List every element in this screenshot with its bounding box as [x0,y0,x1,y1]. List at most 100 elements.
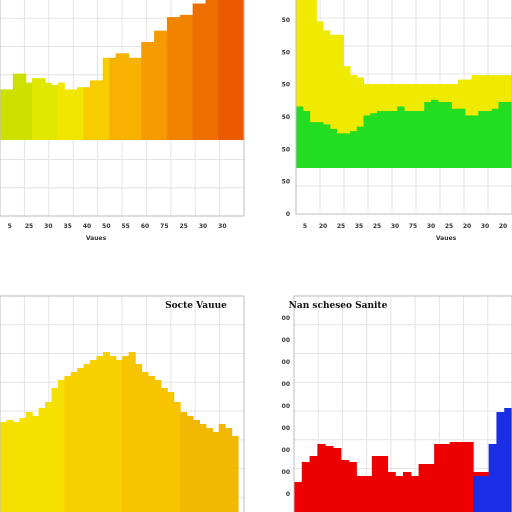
bar [51,84,59,140]
bar-0 [336,133,344,168]
bar-0 [449,442,459,512]
x-tick-label: 30 [199,223,207,230]
bar [154,380,162,512]
y-tick-label: 50 [282,49,290,56]
x-axis-label: Vaues [436,235,457,242]
bar-0 [370,113,378,168]
bar-0 [464,115,473,168]
bar [64,89,72,140]
bar-0 [296,106,304,168]
bar-0 [325,446,334,512]
panel-top-right-chart: 5 20 25 35 25 30 75 30 25 20 30 20 0 50 50 50 50 50 50 Va… [282,0,512,242]
plot-frame [295,0,512,215]
bar [44,82,52,140]
x-axis-label: Vaues [86,235,107,242]
bar [109,57,117,140]
bar-1 [302,0,311,168]
bar [57,380,65,512]
bar [115,53,123,140]
bar [166,17,174,140]
bar [147,41,155,141]
bar-0 [294,482,303,512]
bar [180,412,188,512]
x-tick-label: 75 [160,223,168,230]
bar-0 [340,460,350,512]
x-tick-label: 5 [303,223,307,230]
bar [192,420,201,512]
bar-1 [356,77,365,168]
bar-0 [356,476,365,512]
y-tick-label: 50 [282,82,290,89]
bar [231,436,239,512]
bar [128,57,136,140]
bar [135,364,143,512]
x-tick-label: 75 [409,223,417,230]
bar [205,428,213,512]
bar [70,372,78,512]
bar-0 [444,102,452,168]
bar [45,402,53,512]
y-tick-label: 00 [282,359,290,366]
y-tick-labels: 0 50 50 50 50 50 50 [282,17,290,218]
bar-0 [379,456,389,512]
x-tick-label: 25 [179,223,187,230]
bar-0 [390,110,398,168]
bar-0 [458,108,466,168]
bar-0 [387,472,396,512]
y-tick-label: 0 [286,211,290,218]
bar [134,57,142,140]
panel-bottom-left-chart: Socte Vauue [0,295,245,512]
bar [186,416,194,512]
bar-0 [478,110,486,168]
plot-frame [0,295,245,512]
bar-1 [296,0,304,169]
bar [122,53,130,140]
bar-1 [343,66,351,168]
y-tick-label: 50 [282,17,290,24]
bar [19,73,27,140]
bar-1 [488,444,498,512]
bar-0 [465,442,474,512]
y-tick-label: 50 [282,146,290,153]
bar [199,3,207,141]
bar [128,352,136,512]
bar-1 [309,0,317,168]
bar-0 [437,102,446,168]
bars [294,408,512,512]
bar-0 [457,442,466,512]
bar [205,0,213,140]
x-tick-label: 25 [373,223,381,230]
bar [224,0,232,140]
x-tick-labels: 5 20 25 35 25 30 75 30 25 20 30 20 [303,223,507,230]
bar-0 [418,464,427,512]
bar-0 [431,99,439,168]
bar-0 [498,102,506,168]
plot-frame [293,295,512,512]
bar-0 [309,122,317,168]
panel-top-left-chart: 5 25 30 35 40 50 55 60 75 25 30 30 Vaues [0,0,245,242]
y-tick-label: 00 [282,381,290,388]
bar [225,428,233,512]
x-tick-label: 30 [44,223,52,230]
bar [211,0,219,140]
bar-0 [377,110,385,168]
x-tick-label: 40 [83,223,91,230]
bar [109,356,117,512]
bar [38,408,46,512]
bar-0 [485,110,493,168]
y-tick-label: 00 [282,337,290,344]
bar-0 [371,456,381,512]
bar-0 [404,110,412,168]
bar [70,89,78,140]
bar [160,30,168,140]
bar [147,376,155,512]
x-tick-label: 30 [481,223,489,230]
x-tick-label: 30 [391,223,399,230]
bar [199,424,207,512]
bar-0 [424,102,432,168]
bar-0 [317,444,326,512]
bar [218,0,226,140]
bar-0 [348,462,357,512]
bar [12,422,20,512]
